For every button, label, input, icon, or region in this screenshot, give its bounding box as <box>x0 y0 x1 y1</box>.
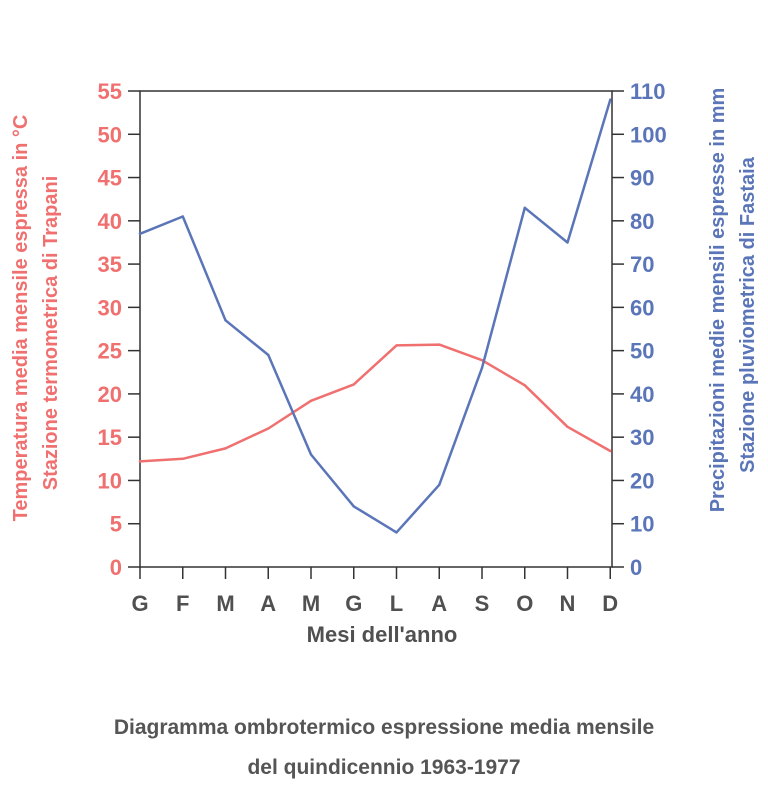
right-tick-label: 110 <box>630 79 666 104</box>
right-tick-label: 10 <box>630 512 654 537</box>
x-tick-label: M <box>302 591 320 616</box>
x-tick-label: O <box>516 591 533 616</box>
temperature-point <box>224 447 227 450</box>
left-tick-label: 55 <box>98 79 122 104</box>
precipitation-point <box>138 232 142 235</box>
temperature-point <box>609 449 612 453</box>
temperature-point <box>181 457 184 461</box>
left-tick-label: 10 <box>98 468 122 493</box>
right-axis-ticks: 0 10 20 30 40 50 60 70 80 90 100 110 <box>612 79 667 580</box>
left-axis-label-line2: Stazione termometrica di Trapani <box>40 176 62 491</box>
x-axis-label: Mesi dell'anno <box>307 622 458 647</box>
right-tick-label: 30 <box>630 425 654 450</box>
temperature-point <box>395 344 398 347</box>
precipitation-point <box>352 505 355 508</box>
left-tick-label: 25 <box>98 339 122 364</box>
left-tick-label: 35 <box>98 252 122 277</box>
x-tick-label: G <box>131 591 148 616</box>
plot-frame <box>139 90 613 568</box>
left-tick-label: 50 <box>98 122 122 147</box>
temperature-point <box>523 384 526 387</box>
temperature-point <box>267 427 270 430</box>
left-tick-label: 5 <box>110 512 122 537</box>
left-tick-label: 20 <box>98 382 122 407</box>
x-tick-label: M <box>216 591 234 616</box>
right-axis-label-line2: Stazione pluviometrica di Fastaia <box>737 156 759 473</box>
x-tick-label: G <box>345 591 362 616</box>
temperature-point <box>309 399 313 403</box>
x-tick-label: N <box>560 591 576 616</box>
precipitation-point <box>395 531 398 534</box>
left-tick-label: 0 <box>110 555 122 580</box>
plot-area-border <box>139 90 613 568</box>
right-tick-label: 90 <box>630 166 654 191</box>
axis-labels: Temperatura media mensile espressa in °C… <box>10 88 759 647</box>
left-tick-label: 40 <box>98 209 122 234</box>
ombrothermic-chart: 0 5 10 15 20 25 30 35 40 45 50 55 0 10 20 30 40 50 60 70 80… <box>10 79 759 647</box>
precipitation-point <box>224 319 227 322</box>
left-axis-ticks: 0 5 10 15 20 25 30 35 40 45 50 55 <box>98 79 140 580</box>
precipitation-line <box>138 98 612 534</box>
right-tick-label: 20 <box>630 468 654 493</box>
precipitation-point <box>181 215 184 218</box>
right-tick-label: 40 <box>630 382 654 407</box>
temperature-point <box>438 343 441 346</box>
right-tick-label: 60 <box>630 295 654 320</box>
left-axis-label-line1: Temperatura media mensile espressa in °C <box>10 115 32 522</box>
temperature-point <box>138 460 142 463</box>
temperature-point <box>566 425 569 428</box>
x-tick-label: L <box>390 591 403 616</box>
right-tick-label: 70 <box>630 252 654 277</box>
x-tick-label: D <box>602 591 618 616</box>
precipitation-point <box>267 353 270 357</box>
x-tick-label: A <box>260 591 276 616</box>
x-tick-label: F <box>176 591 189 616</box>
temperature-line <box>138 343 612 463</box>
precipitation-point <box>566 241 569 244</box>
precipitation-point <box>309 453 313 456</box>
right-tick-label: 0 <box>630 555 642 580</box>
caption-line2: del quindicennio 1963-1977 <box>247 756 521 779</box>
right-tick-label: 100 <box>630 122 667 147</box>
precipitation-point <box>609 98 612 101</box>
caption-line1: Diagramma ombrotermico espressione media… <box>113 716 655 739</box>
left-tick-label: 15 <box>98 425 122 450</box>
right-tick-label: 50 <box>630 339 654 364</box>
series-lines <box>138 98 612 534</box>
left-tick-label: 45 <box>98 166 122 191</box>
x-tick-label: S <box>475 591 490 616</box>
temperature-point <box>480 358 484 362</box>
precipitation-point <box>480 366 484 370</box>
precipitation-point <box>523 206 526 210</box>
right-axis-label-line1: Precipitazioni medie mensili espresse in… <box>707 88 729 513</box>
precipitation-point <box>438 483 441 486</box>
right-tick-label: 80 <box>630 209 654 234</box>
x-tick-label: A <box>431 591 447 616</box>
temperature-point <box>352 383 355 386</box>
left-tick-label: 30 <box>98 295 122 320</box>
